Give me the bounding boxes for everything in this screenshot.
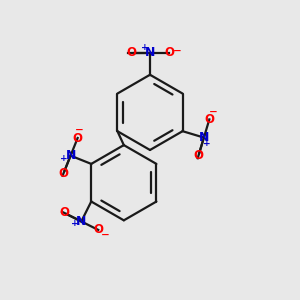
Text: +: + bbox=[141, 43, 149, 52]
Text: O: O bbox=[126, 46, 136, 59]
Text: O: O bbox=[93, 224, 103, 236]
Text: O: O bbox=[58, 167, 68, 180]
Text: O: O bbox=[194, 149, 203, 162]
Text: N: N bbox=[145, 46, 155, 59]
Text: +: + bbox=[71, 219, 79, 228]
Text: −: − bbox=[75, 125, 83, 135]
Text: O: O bbox=[204, 113, 214, 126]
Text: N: N bbox=[199, 131, 209, 144]
Text: O: O bbox=[59, 206, 69, 219]
Text: −: − bbox=[173, 46, 182, 56]
Text: +: + bbox=[203, 139, 211, 148]
Text: −: − bbox=[209, 107, 218, 117]
Text: O: O bbox=[164, 46, 174, 59]
Text: N: N bbox=[76, 215, 86, 228]
Text: +: + bbox=[60, 154, 68, 163]
Text: −: − bbox=[100, 230, 109, 240]
Text: N: N bbox=[65, 149, 76, 162]
Text: O: O bbox=[73, 131, 82, 145]
